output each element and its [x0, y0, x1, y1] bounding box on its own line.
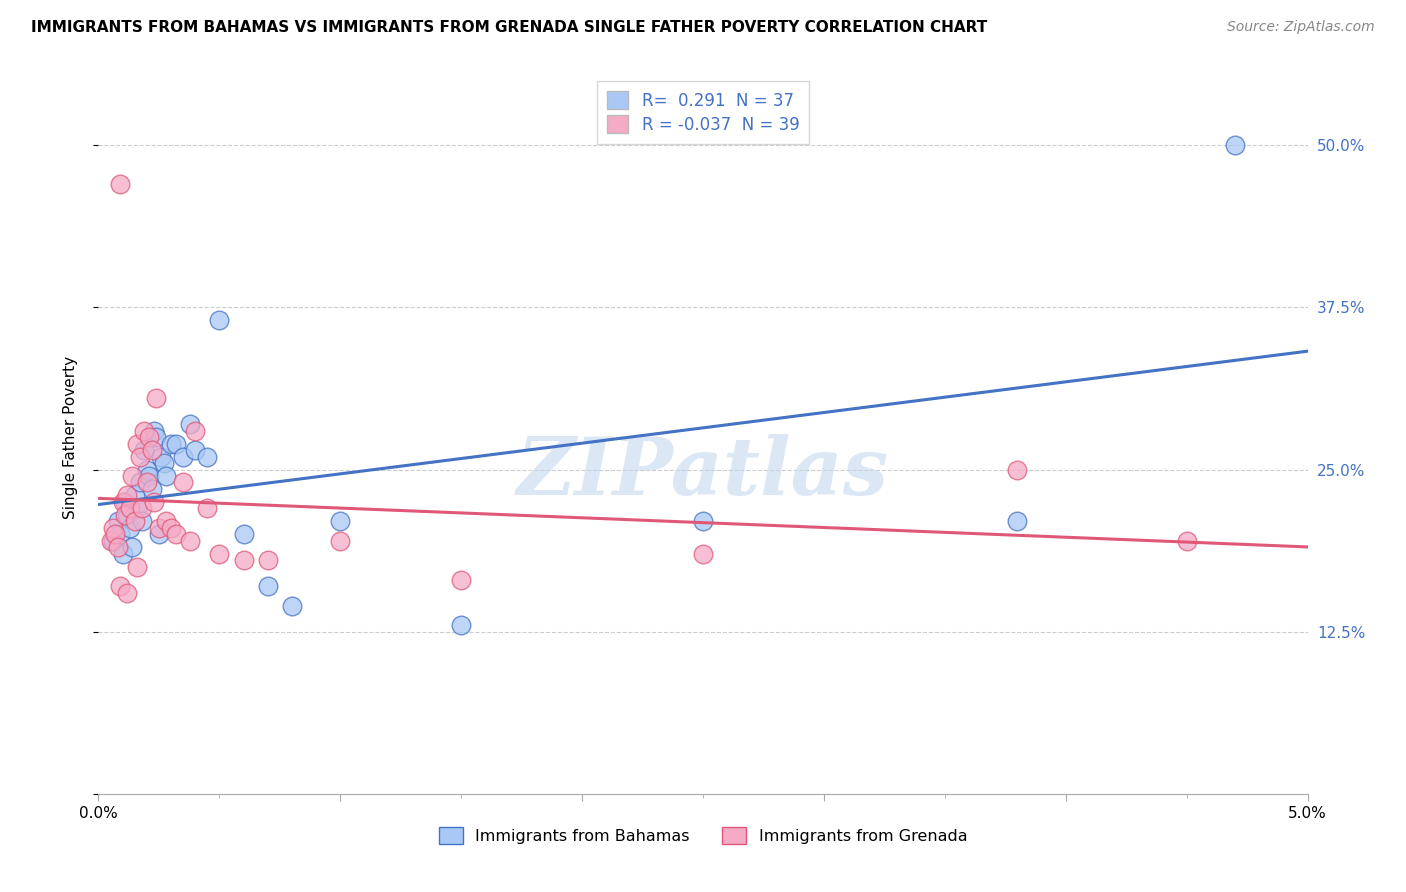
Point [143, 495, 166, 509]
Point [450, 573, 472, 587]
Point [329, 533, 352, 548]
Point [100, 533, 122, 548]
Point [107, 541, 129, 555]
Point [121, 469, 143, 483]
Point [127, 501, 149, 516]
Point [127, 436, 149, 450]
Point [131, 501, 153, 516]
Point [128, 475, 150, 490]
Point [281, 599, 304, 613]
Point [195, 501, 218, 516]
Point [148, 527, 170, 541]
Point [111, 495, 134, 509]
Point [101, 533, 124, 548]
Point [108, 579, 131, 593]
Point [124, 488, 146, 502]
Point [134, 424, 156, 438]
Point [108, 527, 131, 541]
Text: IMMIGRANTS FROM BAHAMAS VS IMMIGRANTS FROM GRENADA SINGLE FATHER POVERTY CORRELA: IMMIGRANTS FROM BAHAMAS VS IMMIGRANTS FR… [31, 20, 987, 35]
Point [1007, 515, 1029, 529]
Point [165, 436, 187, 450]
Point [195, 450, 218, 464]
Text: Source: ZipAtlas.com: Source: ZipAtlas.com [1227, 20, 1375, 34]
Point [179, 417, 201, 431]
Point [141, 482, 163, 496]
Point [117, 586, 139, 600]
Point [117, 488, 139, 502]
Point [114, 495, 136, 509]
Point [172, 475, 194, 490]
Point [256, 553, 278, 567]
Point [134, 443, 156, 458]
Point [111, 547, 134, 561]
Point [1007, 462, 1029, 476]
Y-axis label: Single Father Poverty: Single Father Poverty [63, 356, 77, 518]
Point [104, 527, 127, 541]
Point [152, 456, 174, 470]
Point [143, 424, 166, 438]
Point [256, 579, 278, 593]
Point [329, 515, 352, 529]
Point [128, 450, 150, 464]
Point [135, 475, 157, 490]
Point [172, 450, 194, 464]
Point [179, 533, 201, 548]
Point [145, 391, 167, 405]
Point [117, 508, 139, 522]
Point [148, 521, 170, 535]
Point [155, 515, 177, 529]
Point [232, 553, 254, 567]
Point [101, 521, 124, 535]
Point [692, 547, 714, 561]
Point [114, 508, 136, 522]
Point [1223, 138, 1246, 153]
Point [135, 462, 157, 476]
Point [450, 618, 472, 632]
Point [150, 450, 173, 464]
Point [138, 430, 160, 444]
Point [160, 521, 183, 535]
Legend: Immigrants from Bahamas, Immigrants from Grenada: Immigrants from Bahamas, Immigrants from… [432, 821, 974, 850]
Point [232, 527, 254, 541]
Point [131, 515, 153, 529]
Point [118, 521, 141, 535]
Point [155, 469, 177, 483]
Point [118, 501, 141, 516]
Point [1175, 533, 1198, 548]
Point [107, 515, 129, 529]
Text: ZIPatlas: ZIPatlas [517, 434, 889, 511]
Point [184, 424, 207, 438]
Point [121, 541, 143, 555]
Point [127, 559, 149, 574]
Point [141, 443, 163, 458]
Point [124, 515, 146, 529]
Point [165, 527, 187, 541]
Point [160, 436, 183, 450]
Point [184, 443, 207, 458]
Point [108, 177, 131, 191]
Point [208, 547, 231, 561]
Point [138, 469, 160, 483]
Point [692, 515, 714, 529]
Point [208, 313, 231, 327]
Point [145, 430, 167, 444]
